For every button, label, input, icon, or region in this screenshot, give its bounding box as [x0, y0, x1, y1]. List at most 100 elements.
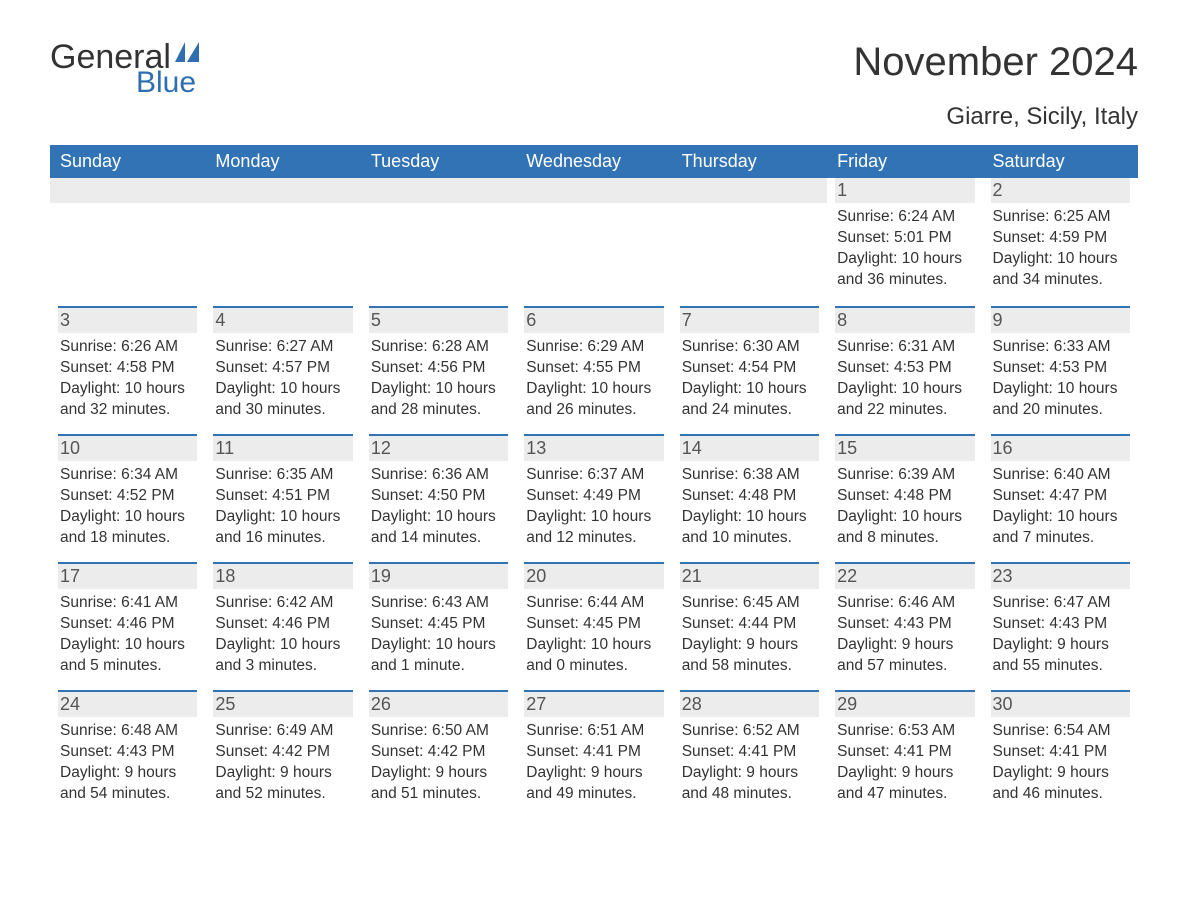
sunrise-line: Sunrise: 6:29 AM	[526, 337, 663, 358]
day-number: 14	[680, 434, 819, 461]
sunrise-line: Sunrise: 6:45 AM	[682, 593, 819, 614]
sunset-line: Sunset: 5:01 PM	[837, 228, 974, 249]
day-cell: 12Sunrise: 6:36 AMSunset: 4:50 PMDayligh…	[361, 434, 516, 557]
day-number: 4	[213, 306, 352, 333]
day-details: Sunrise: 6:44 AMSunset: 4:45 PMDaylight:…	[524, 593, 663, 677]
calendar-cell: 23Sunrise: 6:47 AMSunset: 4:43 PMDayligh…	[983, 562, 1138, 690]
calendar-cell: 1Sunrise: 6:24 AMSunset: 5:01 PMDaylight…	[827, 178, 982, 306]
calendar-cell: 6Sunrise: 6:29 AMSunset: 4:55 PMDaylight…	[516, 306, 671, 434]
day-cell: 3Sunrise: 6:26 AMSunset: 4:58 PMDaylight…	[50, 306, 205, 429]
sunset-line: Sunset: 4:43 PM	[993, 614, 1130, 635]
calendar-cell	[516, 178, 671, 306]
day-details: Sunrise: 6:43 AMSunset: 4:45 PMDaylight:…	[369, 593, 508, 677]
day-cell: 30Sunrise: 6:54 AMSunset: 4:41 PMDayligh…	[983, 690, 1138, 813]
day-number: 21	[680, 562, 819, 589]
sunrise-line: Sunrise: 6:42 AM	[215, 593, 352, 614]
daylight-line: Daylight: 9 hours and 49 minutes.	[526, 763, 663, 805]
day-cell: 16Sunrise: 6:40 AMSunset: 4:47 PMDayligh…	[983, 434, 1138, 557]
day-details: Sunrise: 6:41 AMSunset: 4:46 PMDaylight:…	[58, 593, 197, 677]
calendar-cell: 2Sunrise: 6:25 AMSunset: 4:59 PMDaylight…	[983, 178, 1138, 306]
calendar-cell: 27Sunrise: 6:51 AMSunset: 4:41 PMDayligh…	[516, 690, 671, 818]
day-number: 28	[680, 690, 819, 717]
weekday-header: Friday	[827, 145, 982, 178]
calendar-row: 17 Sunrise: 6:41 AMSunset: 4:46 PMDayligh…	[50, 562, 1138, 690]
calendar-cell: 14Sunrise: 6:38 AMSunset: 4:48 PMDayligh…	[672, 434, 827, 562]
weekday-header: Tuesday	[361, 145, 516, 178]
day-cell: 10Sunrise: 6:34 AMSunset: 4:52 PMDayligh…	[50, 434, 205, 557]
day-number: 6	[524, 306, 663, 333]
day-details: Sunrise: 6:37 AMSunset: 4:49 PMDaylight:…	[524, 465, 663, 549]
sunrise-line: Sunrise: 6:53 AM	[837, 721, 974, 742]
daylight-line: Daylight: 10 hours and 3 minutes.	[215, 635, 352, 677]
day-details: Sunrise: 6:50 AMSunset: 4:42 PMDaylight:…	[369, 721, 508, 805]
daylight-line: Daylight: 9 hours and 57 minutes.	[837, 635, 974, 677]
sunrise-line: Sunrise: 6:44 AM	[526, 593, 663, 614]
day-cell: 23Sunrise: 6:47 AMSunset: 4:43 PMDayligh…	[983, 562, 1138, 685]
sunrise-line: Sunrise: 6:40 AM	[993, 465, 1130, 486]
sunset-line: Sunset: 4:44 PM	[682, 614, 819, 635]
daylight-line: Daylight: 10 hours and 32 minutes.	[60, 379, 197, 421]
sunrise-line: Sunrise: 6:34 AM	[60, 465, 197, 486]
day-cell: 17 Sunrise: 6:41 AMSunset: 4:46 PMDayligh…	[50, 562, 205, 685]
day-cell: 8Sunrise: 6:31 AMSunset: 4:53 PMDaylight…	[827, 306, 982, 429]
day-details: Sunrise: 6:48 AMSunset: 4:43 PMDaylight:…	[58, 721, 197, 805]
day-cell: 26 Sunrise: 6:50 AMSunset: 4:42 PMDayligh…	[361, 690, 516, 813]
empty-day-bar	[361, 178, 516, 203]
day-details: Sunrise: 6:31 AMSunset: 4:53 PMDaylight:…	[835, 337, 974, 421]
sunset-line: Sunset: 4:41 PM	[526, 742, 663, 763]
calendar-cell: 29Sunrise: 6:53 AMSunset: 4:41 PMDayligh…	[827, 690, 982, 818]
day-number: 22	[835, 562, 974, 589]
daylight-line: Daylight: 9 hours and 47 minutes.	[837, 763, 974, 805]
daylight-line: Daylight: 10 hours and 28 minutes.	[371, 379, 508, 421]
header-row: General Blue November 2024 Giarre, Sicil…	[50, 40, 1138, 139]
sunrise-line: Sunrise: 6:28 AM	[371, 337, 508, 358]
daylight-line: Daylight: 10 hours and 12 minutes.	[526, 507, 663, 549]
day-cell: 1Sunrise: 6:24 AMSunset: 5:01 PMDaylight…	[827, 178, 982, 299]
day-number: 30	[991, 690, 1130, 717]
sunset-line: Sunset: 4:45 PM	[526, 614, 663, 635]
day-cell: 18Sunrise: 6:42 AMSunset: 4:46 PMDayligh…	[205, 562, 360, 685]
calendar-cell: 13Sunrise: 6:37 AMSunset: 4:49 PMDayligh…	[516, 434, 671, 562]
day-number: 17	[58, 562, 197, 589]
calendar-cell: 12Sunrise: 6:36 AMSunset: 4:50 PMDayligh…	[361, 434, 516, 562]
daylight-line: Daylight: 9 hours and 52 minutes.	[215, 763, 352, 805]
day-number: 5	[369, 306, 508, 333]
daylight-line: Daylight: 10 hours and 20 minutes.	[993, 379, 1130, 421]
daylight-line: Daylight: 9 hours and 55 minutes.	[993, 635, 1130, 677]
calendar-cell: 7Sunrise: 6:30 AMSunset: 4:54 PMDaylight…	[672, 306, 827, 434]
sunrise-line: Sunrise: 6:35 AM	[215, 465, 352, 486]
daylight-line: Daylight: 10 hours and 16 minutes.	[215, 507, 352, 549]
weekday-header: Thursday	[672, 145, 827, 178]
day-number: 12	[369, 434, 508, 461]
day-cell: 5 Sunrise: 6:28 AMSunset: 4:56 PMDaylight…	[361, 306, 516, 429]
daylight-line: Daylight: 10 hours and 36 minutes.	[837, 249, 974, 291]
day-cell: 27Sunrise: 6:51 AMSunset: 4:41 PMDayligh…	[516, 690, 671, 813]
day-details: Sunrise: 6:28 AMSunset: 4:56 PMDaylight:…	[369, 337, 508, 421]
calendar-row: 10Sunrise: 6:34 AMSunset: 4:52 PMDayligh…	[50, 434, 1138, 562]
day-details: Sunrise: 6:27 AMSunset: 4:57 PMDaylight:…	[213, 337, 352, 421]
empty-day-bar	[516, 178, 671, 203]
sunrise-line: Sunrise: 6:33 AM	[993, 337, 1130, 358]
sunset-line: Sunset: 4:59 PM	[993, 228, 1130, 249]
day-cell: 11Sunrise: 6:35 AMSunset: 4:51 PMDayligh…	[205, 434, 360, 557]
day-number: 16	[991, 434, 1130, 461]
sunset-line: Sunset: 4:43 PM	[60, 742, 197, 763]
sunset-line: Sunset: 4:41 PM	[837, 742, 974, 763]
sunset-line: Sunset: 4:42 PM	[215, 742, 352, 763]
daylight-line: Daylight: 10 hours and 24 minutes.	[682, 379, 819, 421]
daylight-line: Daylight: 10 hours and 5 minutes.	[60, 635, 197, 677]
calendar-cell: 16Sunrise: 6:40 AMSunset: 4:47 PMDayligh…	[983, 434, 1138, 562]
day-details: Sunrise: 6:39 AMSunset: 4:48 PMDaylight:…	[835, 465, 974, 549]
sunrise-line: Sunrise: 6:36 AM	[371, 465, 508, 486]
sunset-line: Sunset: 4:49 PM	[526, 486, 663, 507]
sunrise-line: Sunrise: 6:24 AM	[837, 207, 974, 228]
day-number: 26	[369, 690, 508, 717]
sunrise-line: Sunrise: 6:51 AM	[526, 721, 663, 742]
day-number: 25	[213, 690, 352, 717]
day-details: Sunrise: 6:42 AMSunset: 4:46 PMDaylight:…	[213, 593, 352, 677]
sunset-line: Sunset: 4:41 PM	[993, 742, 1130, 763]
day-number: 3	[58, 306, 197, 333]
day-cell: 6Sunrise: 6:29 AMSunset: 4:55 PMDaylight…	[516, 306, 671, 429]
daylight-line: Daylight: 10 hours and 10 minutes.	[682, 507, 819, 549]
day-number: 11	[213, 434, 352, 461]
